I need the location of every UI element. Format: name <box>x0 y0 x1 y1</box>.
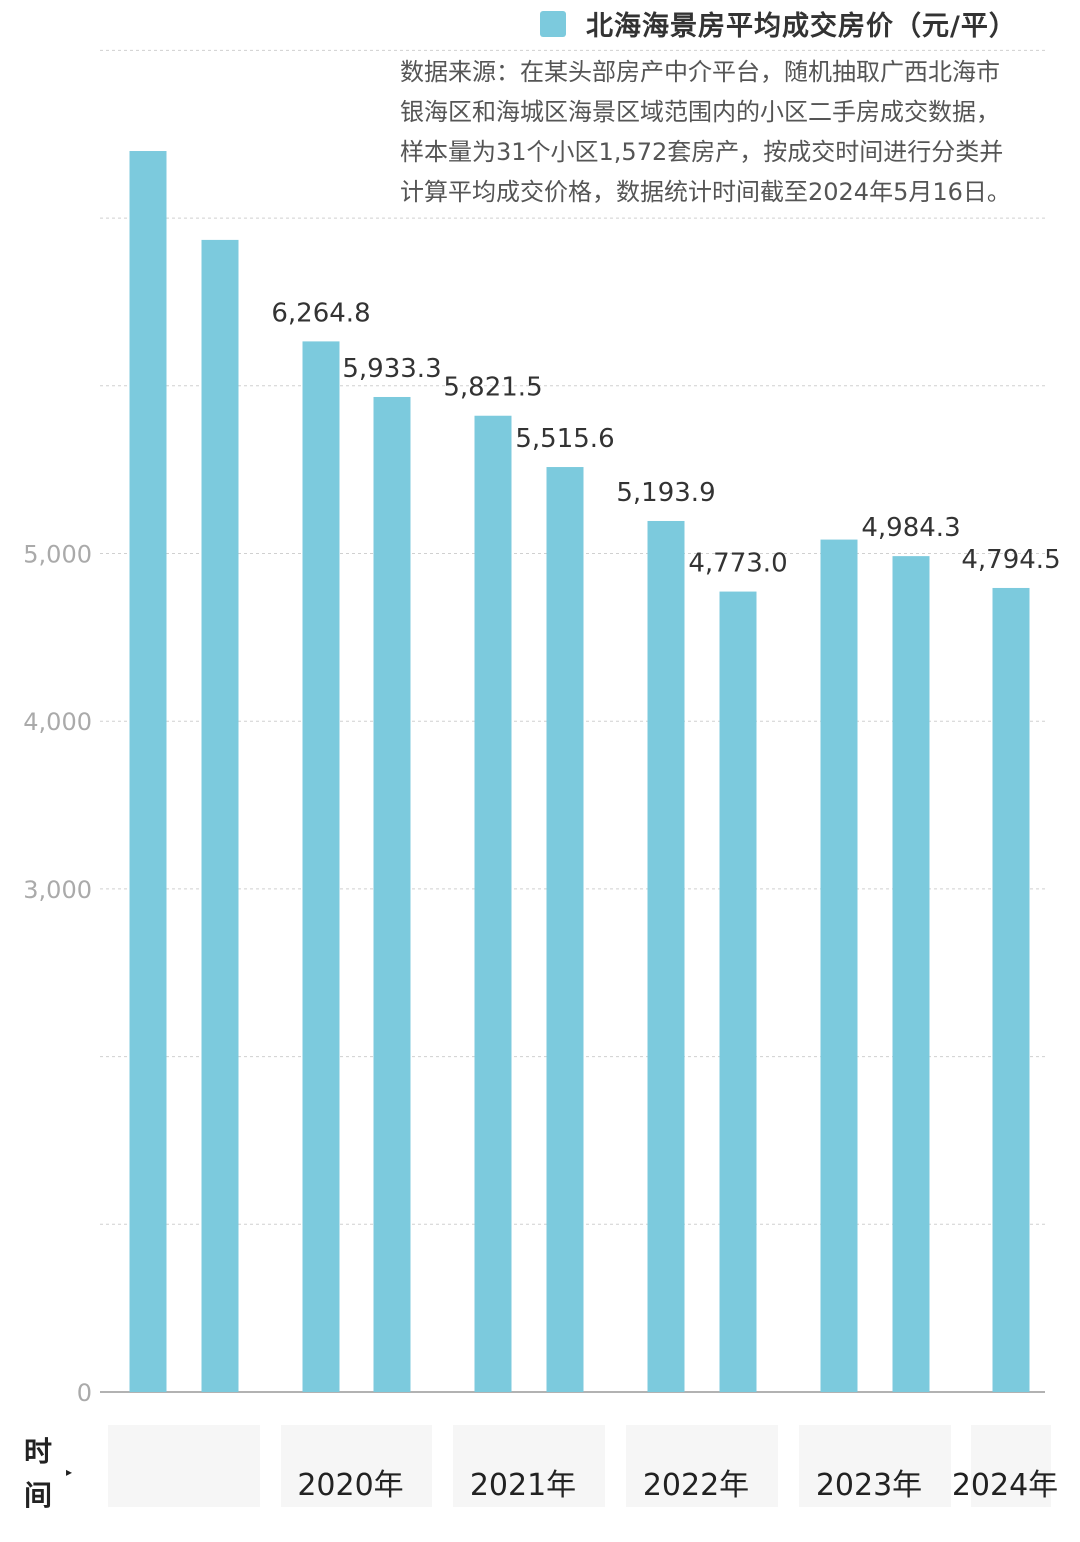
year-group-background <box>799 1425 951 1507</box>
source-note-line: 银海区和海城区海景区域范围内的小区二手房成交数据， <box>400 98 1000 126</box>
year-group-background <box>281 1425 432 1507</box>
bar <box>546 467 584 1392</box>
legend-swatch <box>540 10 566 37</box>
year-group-background <box>453 1425 605 1507</box>
bar <box>201 239 239 1392</box>
source-note-line: 数据来源：在某头部房产中介平台，随机抽取广西北海市 <box>400 58 1000 86</box>
bar <box>474 415 512 1392</box>
arrow-icon: ▸ <box>66 1465 73 1479</box>
y-tick-label: 3,000 <box>23 876 92 904</box>
bar <box>992 587 1030 1392</box>
data-label: 4,984.3 <box>861 513 960 543</box>
year-group-label: 2020年 <box>297 1468 403 1503</box>
data-label: 4,794.5 <box>961 545 1060 575</box>
source-note: 数据来源：在某头部房产中介平台，随机抽取广西北海市 银海区和海城区海景区域范围内… <box>400 52 1068 212</box>
bar <box>129 151 167 1392</box>
data-label: 5,193.9 <box>616 478 715 508</box>
bar <box>892 556 930 1392</box>
year-group-background <box>971 1425 1051 1507</box>
bar <box>373 396 411 1392</box>
y-tick-label: 4,000 <box>23 708 92 736</box>
year-group-label: 2023年 <box>816 1468 922 1503</box>
x-axis-title-line: 时 <box>24 1435 53 1468</box>
bar <box>302 341 340 1392</box>
bar <box>719 591 757 1392</box>
y-tick-label: 0 <box>77 1379 92 1407</box>
bar <box>820 539 858 1392</box>
year-group-background <box>108 1425 260 1507</box>
year-group-label: 2024年 <box>952 1468 1058 1503</box>
x-axis-title: 时 间 ▸ <box>24 1430 72 1518</box>
legend: 北海海景房平均成交房价（元/平） <box>540 4 1017 43</box>
bar <box>647 520 685 1392</box>
x-axis-title-line: 间 <box>24 1479 53 1512</box>
data-label: 5,821.5 <box>443 373 542 403</box>
data-label: 5,515.6 <box>515 424 614 454</box>
year-group-background <box>626 1425 778 1507</box>
year-group-label: 2021年 <box>470 1468 576 1503</box>
legend-label: 北海海景房平均成交房价（元/平） <box>586 11 1017 42</box>
source-note-line: 计算平均成交价格，数据统计时间截至2024年5月16日。 <box>400 178 1011 206</box>
y-tick-label: 5,000 <box>23 541 92 569</box>
data-label: 6,264.8 <box>271 298 370 328</box>
year-group-label: 2022年 <box>643 1468 749 1503</box>
data-label: 5,933.3 <box>342 354 441 384</box>
data-label: 4,773.0 <box>688 549 787 579</box>
source-note-line: 样本量为31个小区1,572套房产，按成交时间进行分类并 <box>400 138 1004 166</box>
